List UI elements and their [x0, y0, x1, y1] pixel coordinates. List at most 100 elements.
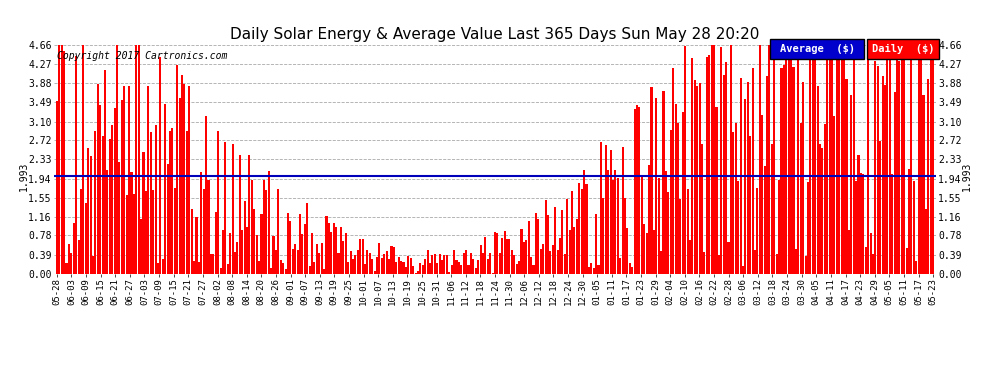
- Bar: [716, 106, 718, 274]
- Bar: [629, 263, 631, 274]
- Bar: [388, 258, 390, 274]
- Bar: [723, 75, 725, 274]
- Bar: [465, 250, 467, 274]
- Bar: [843, 45, 845, 274]
- Bar: [239, 155, 241, 274]
- Bar: [80, 189, 82, 274]
- Bar: [568, 230, 570, 274]
- Bar: [429, 263, 431, 274]
- Bar: [258, 261, 260, 274]
- Bar: [785, 45, 787, 274]
- Bar: [111, 125, 113, 274]
- Bar: [518, 261, 520, 274]
- Bar: [169, 131, 171, 274]
- Bar: [744, 99, 746, 274]
- Bar: [566, 200, 568, 274]
- Bar: [222, 230, 224, 274]
- Bar: [248, 155, 250, 274]
- Bar: [881, 76, 884, 274]
- Bar: [655, 98, 657, 274]
- Bar: [612, 180, 614, 274]
- Bar: [896, 45, 898, 274]
- Bar: [691, 58, 693, 274]
- Bar: [340, 227, 342, 274]
- Bar: [193, 261, 195, 274]
- Bar: [294, 244, 296, 274]
- Bar: [617, 178, 619, 274]
- Bar: [906, 248, 908, 274]
- Bar: [504, 231, 506, 274]
- Bar: [496, 232, 498, 274]
- Bar: [427, 250, 429, 274]
- Bar: [652, 230, 655, 274]
- Bar: [595, 214, 597, 274]
- Bar: [898, 61, 901, 274]
- Bar: [335, 227, 338, 274]
- Bar: [561, 210, 563, 274]
- Bar: [345, 232, 346, 274]
- Bar: [742, 266, 743, 274]
- Bar: [807, 182, 809, 274]
- Bar: [280, 260, 282, 274]
- Bar: [154, 125, 156, 274]
- Bar: [174, 188, 176, 274]
- Bar: [250, 180, 252, 274]
- Bar: [270, 268, 272, 274]
- Bar: [701, 144, 703, 274]
- Bar: [845, 80, 847, 274]
- Bar: [556, 250, 558, 274]
- Bar: [836, 45, 838, 274]
- Bar: [889, 45, 891, 274]
- Bar: [87, 148, 89, 274]
- Bar: [891, 174, 893, 274]
- Bar: [674, 104, 676, 274]
- Bar: [925, 209, 927, 274]
- Bar: [543, 244, 545, 274]
- Bar: [321, 243, 323, 274]
- Bar: [297, 250, 299, 274]
- Bar: [441, 260, 444, 274]
- Bar: [116, 45, 118, 274]
- Bar: [237, 242, 239, 274]
- Bar: [648, 165, 650, 274]
- Bar: [706, 57, 708, 274]
- Bar: [351, 259, 354, 274]
- Bar: [879, 141, 881, 274]
- Bar: [145, 192, 147, 274]
- Bar: [602, 198, 604, 274]
- Bar: [749, 135, 751, 274]
- Bar: [886, 45, 888, 274]
- Bar: [306, 203, 308, 274]
- Bar: [758, 45, 761, 274]
- Bar: [624, 198, 626, 274]
- Bar: [354, 255, 356, 274]
- Bar: [479, 246, 481, 274]
- Bar: [311, 233, 313, 274]
- Bar: [773, 50, 775, 274]
- Bar: [788, 45, 790, 274]
- Bar: [867, 45, 869, 274]
- Bar: [407, 256, 409, 274]
- Bar: [215, 212, 217, 274]
- Bar: [585, 184, 587, 274]
- Bar: [872, 254, 874, 274]
- Bar: [746, 81, 748, 274]
- Bar: [85, 202, 87, 274]
- Bar: [361, 239, 363, 274]
- Bar: [530, 257, 533, 274]
- Bar: [533, 265, 535, 274]
- Text: 1.993: 1.993: [19, 161, 29, 190]
- Bar: [323, 269, 325, 274]
- Bar: [138, 45, 140, 274]
- Bar: [847, 230, 849, 274]
- Bar: [148, 86, 149, 274]
- Bar: [590, 263, 592, 274]
- Bar: [850, 95, 852, 274]
- Bar: [200, 172, 202, 274]
- FancyBboxPatch shape: [770, 39, 864, 59]
- Bar: [412, 267, 414, 274]
- Bar: [930, 59, 932, 274]
- Bar: [89, 156, 92, 274]
- Bar: [386, 251, 388, 274]
- Bar: [267, 171, 269, 274]
